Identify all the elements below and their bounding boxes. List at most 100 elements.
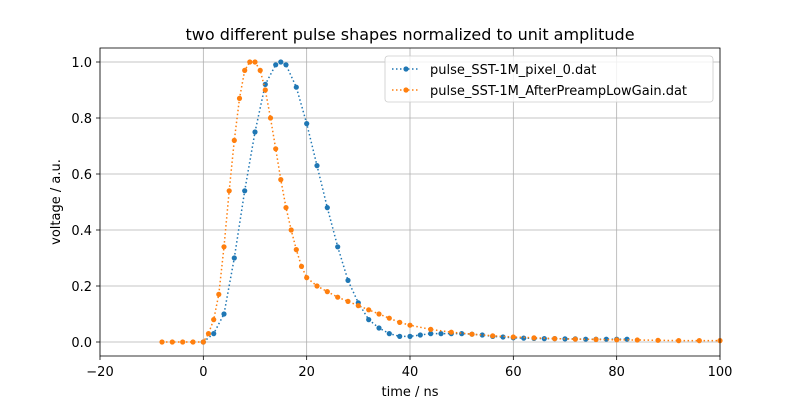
data-point (696, 338, 702, 344)
data-point (226, 188, 232, 194)
data-point (386, 331, 392, 337)
data-point (366, 317, 372, 323)
chart-title: two different pulse shapes normalized to… (185, 25, 634, 44)
data-point (314, 163, 320, 169)
data-point (459, 331, 465, 337)
data-point (180, 339, 186, 345)
series-line (162, 61, 720, 343)
data-point (267, 115, 274, 121)
data-point (304, 121, 310, 127)
data-point (221, 311, 227, 317)
data-point (252, 59, 258, 65)
data-point (257, 67, 263, 73)
data-point (490, 333, 496, 339)
data-point (417, 332, 423, 338)
data-point (676, 338, 682, 344)
data-point (231, 137, 237, 143)
data-point (438, 331, 444, 337)
x-tick-label: 60 (505, 365, 522, 380)
series-layer (159, 59, 723, 345)
data-point (262, 81, 268, 87)
y-tick-label: 0.2 (71, 280, 92, 295)
data-point (221, 244, 227, 250)
x-tick-label: 80 (608, 365, 625, 380)
legend: pulse_SST-1M_pixel_0.dat pulse_SST-1M_Aft… (384, 55, 714, 103)
data-point (634, 337, 640, 343)
data-point (190, 339, 196, 345)
data-point (278, 59, 284, 65)
legend-marker (403, 87, 409, 93)
data-point (603, 336, 609, 342)
data-point (335, 244, 341, 250)
data-point (448, 329, 454, 335)
legend-box (384, 55, 714, 103)
data-point (283, 205, 289, 211)
x-tick-label: 100 (708, 365, 733, 380)
y-tick-label: 0.6 (71, 168, 92, 183)
data-point (273, 62, 279, 68)
x-tick-label: −20 (86, 365, 113, 380)
x-tick-label: 40 (402, 365, 419, 380)
data-point (273, 146, 279, 152)
data-point (242, 188, 248, 194)
data-point (262, 87, 268, 93)
data-point (314, 283, 320, 289)
legend-label: pulse_SST-1M_AfterPreampLowGain.dat (430, 84, 687, 99)
data-point (531, 335, 537, 341)
series-1 (159, 59, 723, 345)
data-point (397, 333, 403, 339)
data-point (500, 334, 506, 340)
data-point (345, 298, 351, 304)
data-point (252, 129, 258, 135)
x-tick-label: 0 (199, 365, 207, 380)
data-point (324, 289, 330, 295)
data-point (293, 247, 299, 253)
data-point (335, 294, 341, 300)
y-axis-label: voltage / a.u. (49, 159, 64, 245)
data-point (159, 339, 165, 345)
data-point (428, 326, 434, 332)
data-point (283, 62, 289, 68)
y-tick-label: 0.8 (71, 112, 92, 127)
y-tick-label: 0.4 (71, 224, 92, 239)
ticks: −20 0 20 40 60 80 100 0.0 0.2 0.4 0.6 0.8 1.0 (71, 56, 732, 380)
data-point (428, 331, 434, 337)
data-point (593, 336, 599, 343)
data-point (572, 336, 578, 342)
data-point (655, 337, 661, 343)
data-point (293, 84, 299, 90)
data-point (231, 255, 237, 261)
x-axis-label: time / ns (381, 385, 438, 400)
data-point (216, 291, 222, 297)
data-point (242, 67, 248, 73)
data-point (236, 95, 243, 101)
data-point (288, 227, 294, 233)
data-point (397, 319, 403, 325)
data-point (355, 303, 361, 309)
data-point (205, 331, 212, 337)
data-point (376, 311, 382, 317)
data-point (211, 331, 217, 337)
y-tick-label: 0.0 (71, 336, 92, 351)
data-point (366, 307, 372, 313)
data-point (278, 177, 284, 183)
data-point (407, 322, 413, 328)
data-point (304, 275, 310, 281)
data-point (614, 337, 620, 343)
data-point (552, 336, 558, 342)
x-tick-label: 20 (298, 365, 315, 380)
data-point (345, 277, 351, 283)
data-point (386, 315, 392, 321)
data-point (479, 332, 485, 338)
legend-label: pulse_SST-1M_pixel_0.dat (430, 63, 596, 78)
data-point (376, 325, 382, 331)
data-point (200, 339, 206, 345)
data-point (324, 205, 330, 211)
data-point (407, 333, 413, 339)
data-point (169, 339, 175, 345)
data-point (247, 59, 253, 65)
data-point (211, 317, 217, 323)
legend-marker (403, 66, 409, 72)
data-point (298, 263, 305, 269)
